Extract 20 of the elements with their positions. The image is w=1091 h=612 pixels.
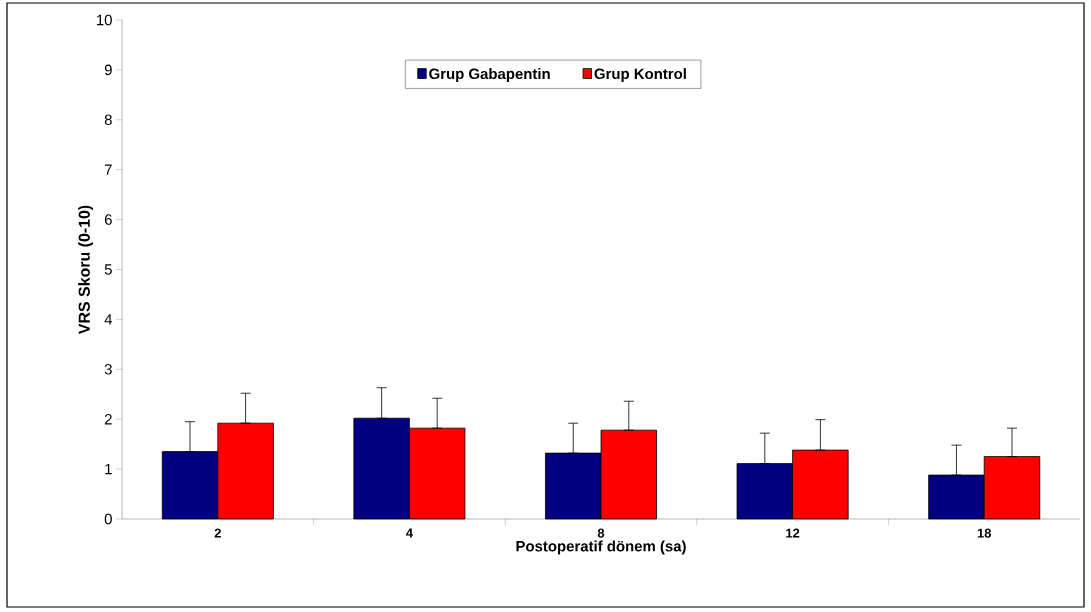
x-tick-label: 2 — [214, 528, 221, 538]
y-tick-label: 3 — [104, 363, 112, 375]
y-tick-label: 2 — [104, 413, 112, 425]
y-tick-label: 8 — [104, 114, 112, 126]
y-tick-label: 6 — [104, 214, 112, 225]
y-tick-label: 5 — [104, 264, 112, 275]
x-tick-label: 8 — [597, 528, 605, 538]
x-tick-label: 4 — [406, 528, 413, 538]
y-tick-label: 9 — [104, 64, 112, 76]
y-tick-label: 10 — [97, 14, 112, 26]
y-axis-title: VRS Skoru (0-10) — [78, 205, 94, 335]
x-tick-label: 12 — [786, 528, 800, 538]
y-tick-label: 4 — [104, 314, 113, 325]
x-axis-title: Postoperatif dönem (sa) — [516, 540, 686, 555]
x-tick-label: 18 — [977, 528, 992, 538]
legend-label: Grup Gabapentin — [429, 68, 550, 83]
y-tick-label: 7 — [104, 164, 112, 175]
y-tick-label: 0 — [104, 513, 112, 525]
legend-label: Grup Kontrol — [594, 68, 686, 83]
y-tick-label: 1 — [105, 463, 112, 475]
